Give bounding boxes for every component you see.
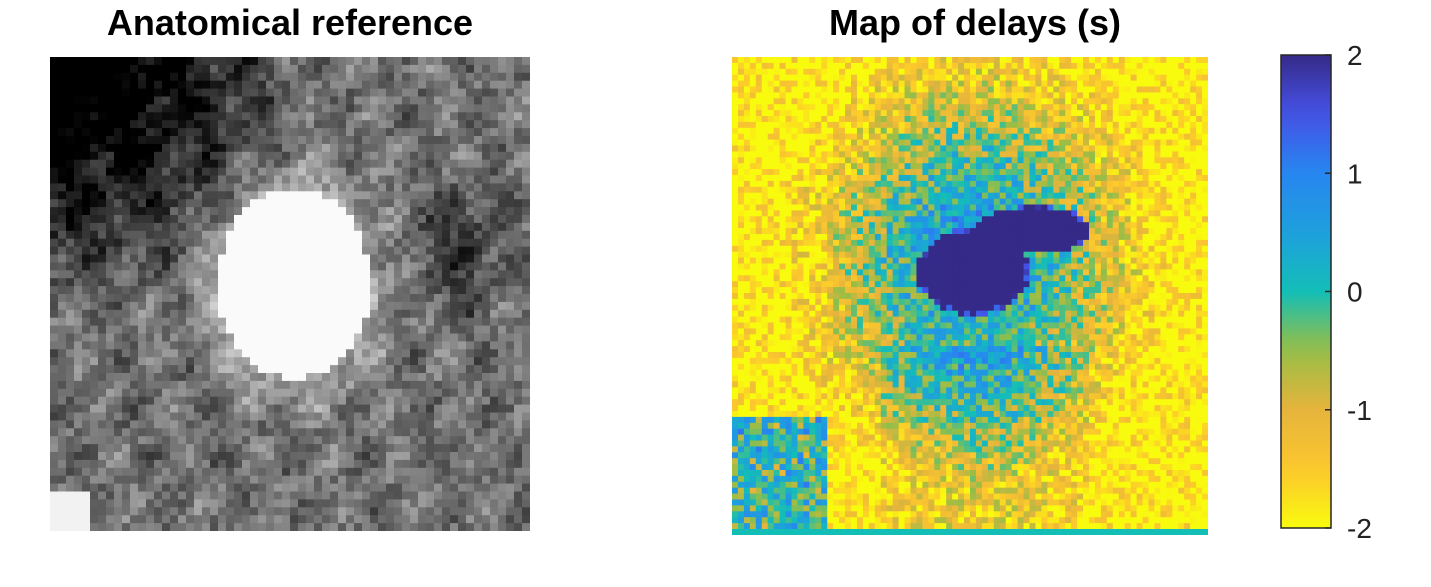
- colorbar-tick-label: 2: [1347, 40, 1363, 71]
- anatomical-image: [50, 57, 530, 531]
- delay-map-title: Map of delays (s): [828, 2, 1122, 43]
- colorbar-tick-label: -2: [1347, 513, 1372, 544]
- colorbar-tick-label: 0: [1347, 277, 1363, 308]
- delay-map-image: [732, 57, 1208, 535]
- colorbar: 2 1 0 -1 -2: [1280, 40, 1372, 544]
- anatomical-pixels: [50, 57, 530, 531]
- delay-map-bottom-row: [732, 529, 1208, 535]
- colorbar-tick-label: -1: [1347, 395, 1372, 426]
- anatomical-title: Anatomical reference: [106, 2, 474, 43]
- colorbar-tick-label: 1: [1347, 158, 1363, 189]
- delay-map-pixels: [732, 57, 1208, 530]
- colorbar-gradient: [1280, 54, 1332, 529]
